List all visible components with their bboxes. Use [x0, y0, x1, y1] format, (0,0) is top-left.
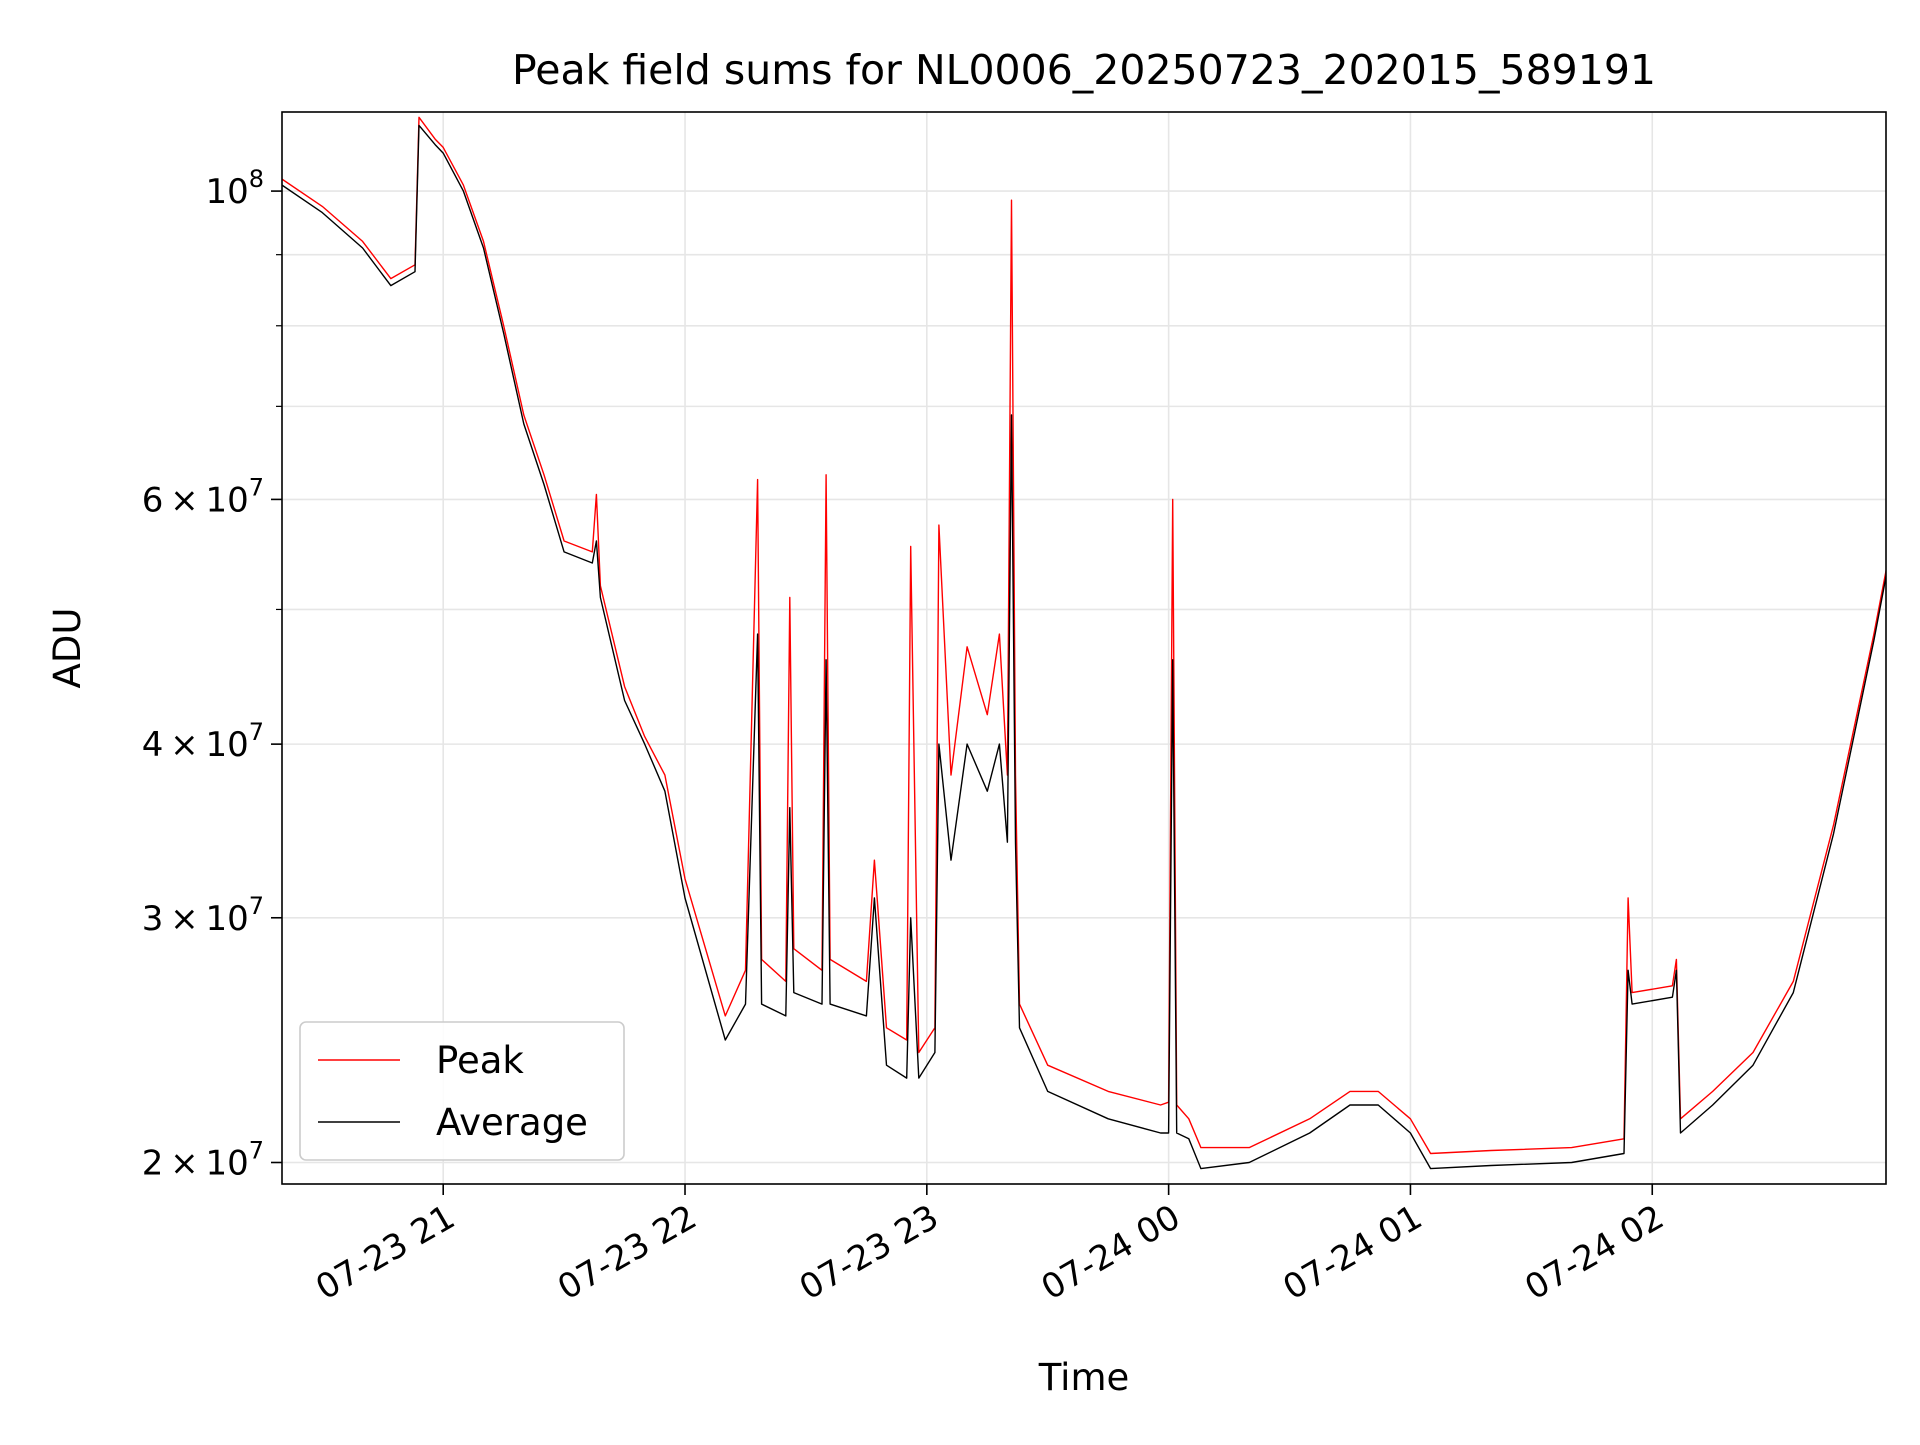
- x-tick-label: 07-24 01: [1277, 1197, 1429, 1308]
- legend-label-peak: Peak: [436, 1039, 524, 1082]
- x-axis-label: Time: [1038, 1356, 1130, 1399]
- chart-title: Peak field sums for NL0006_20250723_2020…: [512, 46, 1656, 94]
- x-tick-label: 07-23 21: [309, 1197, 461, 1308]
- legend-box: [299, 1021, 625, 1161]
- legend: Peak Average: [299, 1021, 625, 1161]
- x-tick-label: 07-24 02: [1518, 1197, 1670, 1308]
- y-tick-label: 2 × 107: [142, 1136, 264, 1183]
- series-layer: [282, 116, 1886, 1170]
- x-tick-label: 07-23 22: [551, 1197, 703, 1308]
- x-tick-label: 07-24 00: [1035, 1197, 1187, 1308]
- y-tick-label: 3 × 107: [142, 892, 264, 939]
- legend-label-average: Average: [436, 1101, 588, 1144]
- grid: [282, 112, 1886, 1184]
- y-tick-label: 108: [205, 165, 264, 212]
- series-line-peak: [282, 116, 1886, 1155]
- y-axis-label: ADU: [46, 608, 89, 689]
- y-tick-label: 4 × 107: [142, 718, 264, 765]
- y-tick-label: 6 × 107: [142, 473, 264, 520]
- x-tick-label: 07-23 23: [793, 1197, 945, 1308]
- series-line-average: [282, 124, 1886, 1170]
- axes-frame: [281, 111, 1887, 1185]
